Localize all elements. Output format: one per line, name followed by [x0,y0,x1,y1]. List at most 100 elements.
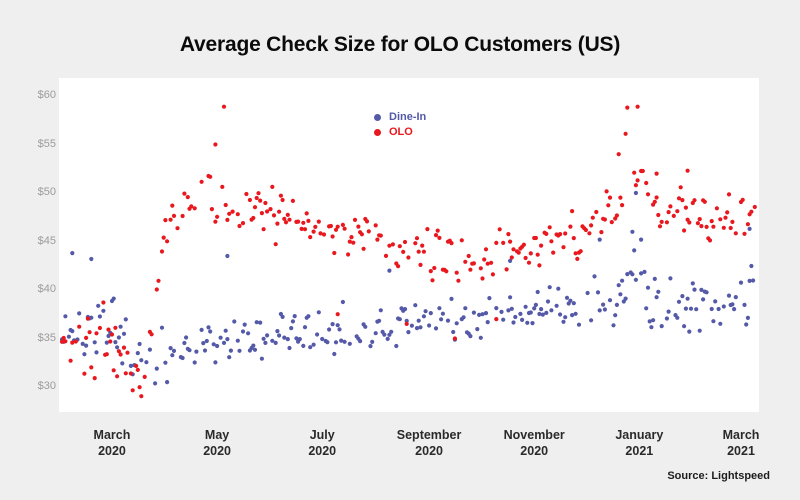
data-point-olo [263,200,268,206]
data-point-olo [70,340,75,345]
data-point-dine-in [535,289,540,295]
data-point-olo [568,224,573,229]
data-point-olo [437,235,442,240]
data-point-olo [599,230,604,235]
data-point-olo [504,267,509,272]
data-point-olo [180,213,185,219]
data-point-dine-in [246,331,251,336]
x-tick-label: March 2021 [691,427,791,459]
x-tick-year: 2020 [203,444,231,458]
data-point-olo [509,255,514,260]
data-point-olo [139,394,144,399]
data-point-dine-in [252,347,258,352]
data-point-olo [225,217,230,222]
data-point-dine-in [738,280,744,285]
data-point-olo [283,220,289,225]
x-tick-month: March [93,428,131,442]
data-point-dine-in [389,329,394,334]
data-point-dine-in [96,303,101,308]
data-point-olo [728,225,733,231]
data-point-olo [349,235,354,240]
data-point-dine-in [368,344,373,349]
data-point-olo [59,339,65,344]
data-point-olo [247,197,252,203]
data-point-olo [185,195,190,200]
data-point-dine-in [402,307,408,312]
y-tick-label: $30 [37,380,56,392]
data-point-olo [318,231,323,236]
data-point-dine-in [694,307,699,312]
data-point-dine-in [630,229,635,234]
data-point-olo [170,203,175,208]
x-tick-label: July 2020 [272,427,372,459]
data-point-dine-in [477,312,482,317]
data-point-dine-in [320,336,325,342]
data-point-olo [490,272,495,277]
data-point-olo [84,335,89,340]
data-point-dine-in [745,315,751,320]
data-point-dine-in [297,337,302,342]
data-point-dine-in [471,310,476,315]
data-point-olo [714,206,720,211]
data-point-olo [680,198,685,203]
data-point-dine-in [513,314,518,320]
data-point-olo [656,212,661,218]
data-point-olo [383,253,389,258]
data-point-olo [482,257,487,262]
data-point-olo [433,233,439,238]
data-point-olo [620,203,625,208]
data-point-olo [501,240,506,245]
data-point-olo [633,183,639,188]
data-point-olo [364,219,370,224]
legend-item-olo: OLO [374,126,426,138]
data-point-olo [280,197,285,203]
data-point-dine-in [651,318,656,323]
data-point-dine-in [378,308,383,313]
data-point-olo [87,330,92,335]
data-point-dine-in [528,310,533,315]
data-point-olo [420,243,425,248]
x-tick-year: 2021 [625,444,654,458]
x-tick-month: March [722,428,760,442]
data-point-dine-in [111,296,116,301]
data-point-dine-in [633,190,639,196]
data-point-dine-in [292,314,297,319]
data-point-dine-in [347,341,352,346]
data-point-olo [215,214,220,219]
data-point-dine-in [254,320,259,325]
data-point-olo [168,217,173,222]
data-point-olo [121,345,127,350]
data-point-dine-in [311,342,316,347]
data-point-olo [707,238,713,243]
data-point-olo [413,241,418,246]
data-point-olo [428,269,433,274]
data-point-olo [271,213,277,218]
data-point-dine-in [618,292,623,297]
data-point-olo [449,241,454,246]
data-point-olo [506,232,511,237]
data-point-olo [352,217,358,222]
data-point-olo [640,168,645,174]
data-point-dine-in [747,278,752,283]
data-point-dine-in [82,352,87,357]
data-point-dine-in [713,299,718,304]
chart-title: Average Check Size for OLO Customers (US… [179,33,621,56]
data-point-olo [573,251,578,256]
data-point-olo [478,266,483,271]
data-point-dine-in [94,350,99,355]
data-point-dine-in [616,283,621,288]
data-point-dine-in [730,302,735,307]
data-point-dine-in [478,335,483,340]
data-point-dine-in [373,331,378,336]
data-point-dine-in [632,248,637,253]
y-tick-label: $60 [37,89,56,101]
data-point-dine-in [585,290,590,296]
data-point-olo [435,228,440,233]
data-point-olo [361,246,366,251]
data-point-olo [311,229,316,234]
data-point-dine-in [261,336,266,341]
data-point-olo [261,227,266,232]
data-point-dine-in [639,271,644,276]
data-point-dine-in [77,311,82,316]
data-point-olo [625,105,630,110]
